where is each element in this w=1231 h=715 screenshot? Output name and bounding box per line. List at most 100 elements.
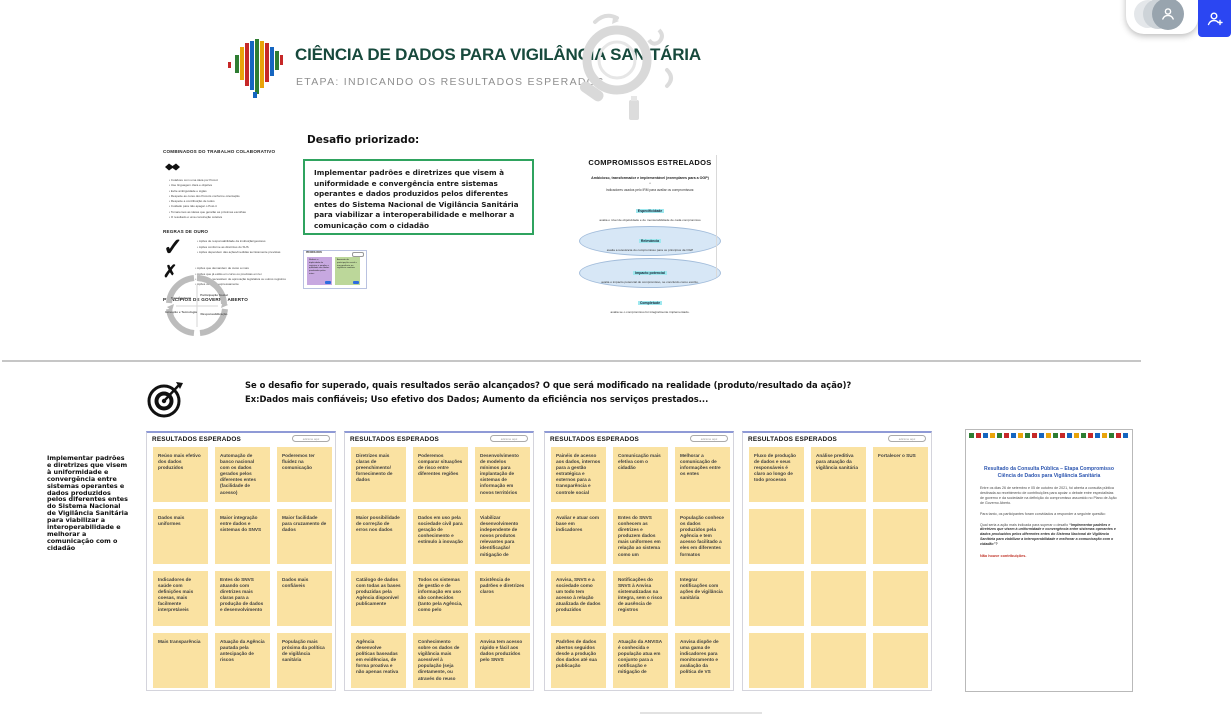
sticky-note[interactable]: Padrões de dados abertos seguidos desde … <box>551 633 606 688</box>
sticky-note[interactable]: Catálogo de dados com todas as bases pro… <box>351 571 406 626</box>
sticky-note[interactable]: Fluxo de produção de dados e seus respon… <box>749 447 804 502</box>
note-grid: Reúso mais efetivo dos dados produzidos A… <box>153 447 332 688</box>
sticky-note[interactable] <box>873 633 928 688</box>
sticky-note[interactable]: Reduzir a duplicidade de registros e amp… <box>307 257 332 285</box>
indicator: Especificidade avalia o nível de objetivi… <box>599 198 701 224</box>
indicator-desc: avalia a relevância do compromisso para … <box>606 248 694 252</box>
compromissos-subtitle: Ambicioso, transformador e implementável… <box>591 176 709 180</box>
sticky-note[interactable]: Dados em uso pela sociedade civil para g… <box>413 509 468 564</box>
avatar[interactable] <box>1152 0 1184 30</box>
sticky-note[interactable]: Atuação da Agência pautada pela antecipa… <box>215 633 270 688</box>
sticky-note[interactable] <box>873 571 928 626</box>
sticky-note[interactable]: Diretrizes mais claras de preenchimento/… <box>351 447 406 502</box>
frame-title: RESULTADOS ESPERADOS <box>550 436 639 443</box>
list-item: Respeite as cores dos Post-its conforme … <box>169 194 291 199</box>
frame-action-pill[interactable]: adicione aqui <box>690 435 728 442</box>
consulta-publica-board[interactable]: Resultado da Consulta Pública – Etapa Co… <box>965 429 1133 692</box>
governo-aberto-diagram[interactable]: Transparência Participação Social Inovaç… <box>163 273 231 339</box>
mini-note-text: Aumento da participação social e transpa… <box>337 259 357 270</box>
note-grid: Diretrizes mais claras de preenchimento/… <box>351 447 530 688</box>
sticky-note[interactable]: Dados mais uniformes <box>153 509 208 564</box>
regras-de-ouro-title: REGRAS DE OURO <box>163 229 209 235</box>
sticky-note[interactable]: Anvisa dispõe de uma gama de indicadores… <box>675 633 730 688</box>
sticky-note[interactable]: Poderemos ter fluidez na comunicação <box>277 447 332 502</box>
sticky-note[interactable]: Reúso mais efetivo dos dados produzidos <box>153 447 208 502</box>
sticky-note[interactable]: Comunicação mais efetiva com o cidadão <box>613 447 668 502</box>
sticky-note[interactable]: Indicadores de saúde com definições mais… <box>153 571 208 626</box>
sticky-note[interactable]: Maior facilidade para cruzamento de dado… <box>277 509 332 564</box>
sticky-note[interactable]: Melhorar a comunicação de informações en… <box>675 447 730 502</box>
sticky-note[interactable] <box>749 509 804 564</box>
sticky-note[interactable]: Viabilizar desenvolvimento independente … <box>475 509 530 564</box>
resultados-frame[interactable]: RESULTADOS ESPERADOS adicione aqui Reúso m… <box>146 431 336 691</box>
sticky-note[interactable]: Notificações do SNVS à Anvisa sistematiz… <box>613 571 668 626</box>
resultados-frame[interactable]: RESULTADOS ESPERADOS adicione aqui Painéis… <box>544 431 734 691</box>
circular-arrows-icon <box>166 275 228 336</box>
sticky-note[interactable]: Mais transparência <box>153 633 208 688</box>
user-icon <box>1162 8 1174 20</box>
sticky-note[interactable]: Conhecimento sobre os dados de vigilânci… <box>413 633 468 688</box>
sticky-note[interactable]: População conhece os dados produzidos pe… <box>675 509 730 564</box>
sticky-note[interactable]: Aumento da participação social e transpa… <box>335 257 360 285</box>
sticky-note[interactable]: Integrar notificações com ações de vigil… <box>675 571 730 626</box>
list-item: Ações que necessitem de aprovação legisl… <box>195 277 286 282</box>
list-item: Cuidado para não apagar o Post-it <box>169 204 291 209</box>
sticky-note[interactable]: Entes do SNVS conhecem as diretrizes e p… <box>613 509 668 564</box>
sticky-note[interactable]: Desenvolvimento de modelos mínimos para … <box>475 447 530 502</box>
frame-edge-line <box>716 155 717 277</box>
sticky-note[interactable]: Maior integração entre dados e sistemas … <box>215 509 270 564</box>
list-item: Tomaremos as ideias que gerarão as próxi… <box>169 210 291 215</box>
sticky-note[interactable]: Todos os sistemas de gestão e de informa… <box>413 571 468 626</box>
section-divider <box>2 360 1141 362</box>
frame-action-pill[interactable]: adicione aqui <box>490 435 528 442</box>
sticky-note[interactable] <box>749 633 804 688</box>
sticky-note[interactable] <box>749 571 804 626</box>
frame-action-pill[interactable]: adicione aqui <box>292 435 330 442</box>
sticky-note[interactable]: Painéis de acesso aos dados, internos pa… <box>551 447 606 502</box>
list-item: Ações de responsabilidade da instituição… <box>197 239 280 244</box>
sticky-note[interactable]: Existência de padrões e diretrizes claro… <box>475 571 530 626</box>
frame-header: RESULTADOS ESPERADOS adicione aqui <box>345 433 533 446</box>
list-item: Colabore com uma ideia por Post-it <box>169 178 291 183</box>
indicator-term: Impacto potencial <box>633 271 667 275</box>
sticky-note[interactable]: Agência desenvolve políticas baseadas em… <box>351 633 406 688</box>
list-item: Ações que demandem de custo a mais <box>195 266 286 271</box>
compromissos-panel[interactable]: COMPROMISSOS ESTRELADOS Ambicioso, trans… <box>572 158 728 316</box>
sticky-note[interactable] <box>811 509 866 564</box>
page-subtitle: ETAPA: INDICANDO OS RESULTADOS ESPERADOS <box>296 76 605 88</box>
sticky-note[interactable] <box>811 571 866 626</box>
sticky-note[interactable]: Entes do SNVS atuando com diretrizes mai… <box>215 571 270 626</box>
mini-board[interactable]: PRIORIZADOS Reduzir a duplicidade de reg… <box>303 250 367 289</box>
indicators-list: Especificidade avalia o nível de objetivi… <box>572 198 728 316</box>
sticky-note[interactable]: Fortalecer o SUS <box>873 447 928 502</box>
sticky-note[interactable]: População mais próxima da política de vi… <box>277 633 332 688</box>
resultados-frame[interactable]: RESULTADOS ESPERADOS adicione aqui Fluxo d… <box>742 431 932 691</box>
sticky-note[interactable]: Anvisa, SNVS e a sociedade como um todo … <box>551 571 606 626</box>
sticky-note[interactable] <box>811 633 866 688</box>
sticky-note[interactable]: Poderemos comparar situações de risco en… <box>413 447 468 502</box>
sticky-note[interactable]: Anvisa tem acesso rápido e fácil aos dad… <box>475 633 530 688</box>
sticky-note[interactable]: Análise preditiva para atuação da vigilâ… <box>811 447 866 502</box>
sticky-note[interactable] <box>873 509 928 564</box>
desafio-box[interactable]: Implementar padrões e diretrizes que vis… <box>303 159 534 235</box>
indicator-desc: avalia o impacto potencial do compromiss… <box>601 280 699 284</box>
combinados-panel[interactable]: COMBINADOS DO TRABALHO COLABORATIVO Cola… <box>163 140 291 302</box>
brazil-map-logo <box>228 39 283 98</box>
challenge-note-text[interactable]: Implementar padrões e diretrizes que vis… <box>47 454 129 552</box>
combinados-title: COMBINADOS DO TRABALHO COLABORATIVO <box>163 149 276 154</box>
sticky-note[interactable]: Automação de banco nacional com os dados… <box>215 447 270 502</box>
sticky-note[interactable]: Dados mais confiáveis <box>277 571 332 626</box>
sticky-note[interactable]: Atuação da ANVISA é conhecida e populaçã… <box>613 633 668 688</box>
frame-action-pill[interactable]: adicione aqui <box>888 435 926 442</box>
user-add-icon <box>1207 12 1223 25</box>
x-icon: ✗ <box>163 262 178 282</box>
frame-header: RESULTADOS ESPERADOS adicione aqui <box>743 433 931 446</box>
indicator-term: Completude <box>637 301 663 305</box>
share-button[interactable] <box>1198 0 1231 37</box>
sticky-note[interactable]: Avaliar e atuar com base em indicadores <box>551 509 606 564</box>
resultados-frame[interactable]: RESULTADOS ESPERADOS adicione aqui Diretri… <box>344 431 534 691</box>
collaborators-pill[interactable] <box>1126 0 1198 34</box>
sticky-note[interactable]: Maior possibilidade de correção de erros… <box>351 509 406 564</box>
mini-board-pill[interactable] <box>352 252 364 257</box>
